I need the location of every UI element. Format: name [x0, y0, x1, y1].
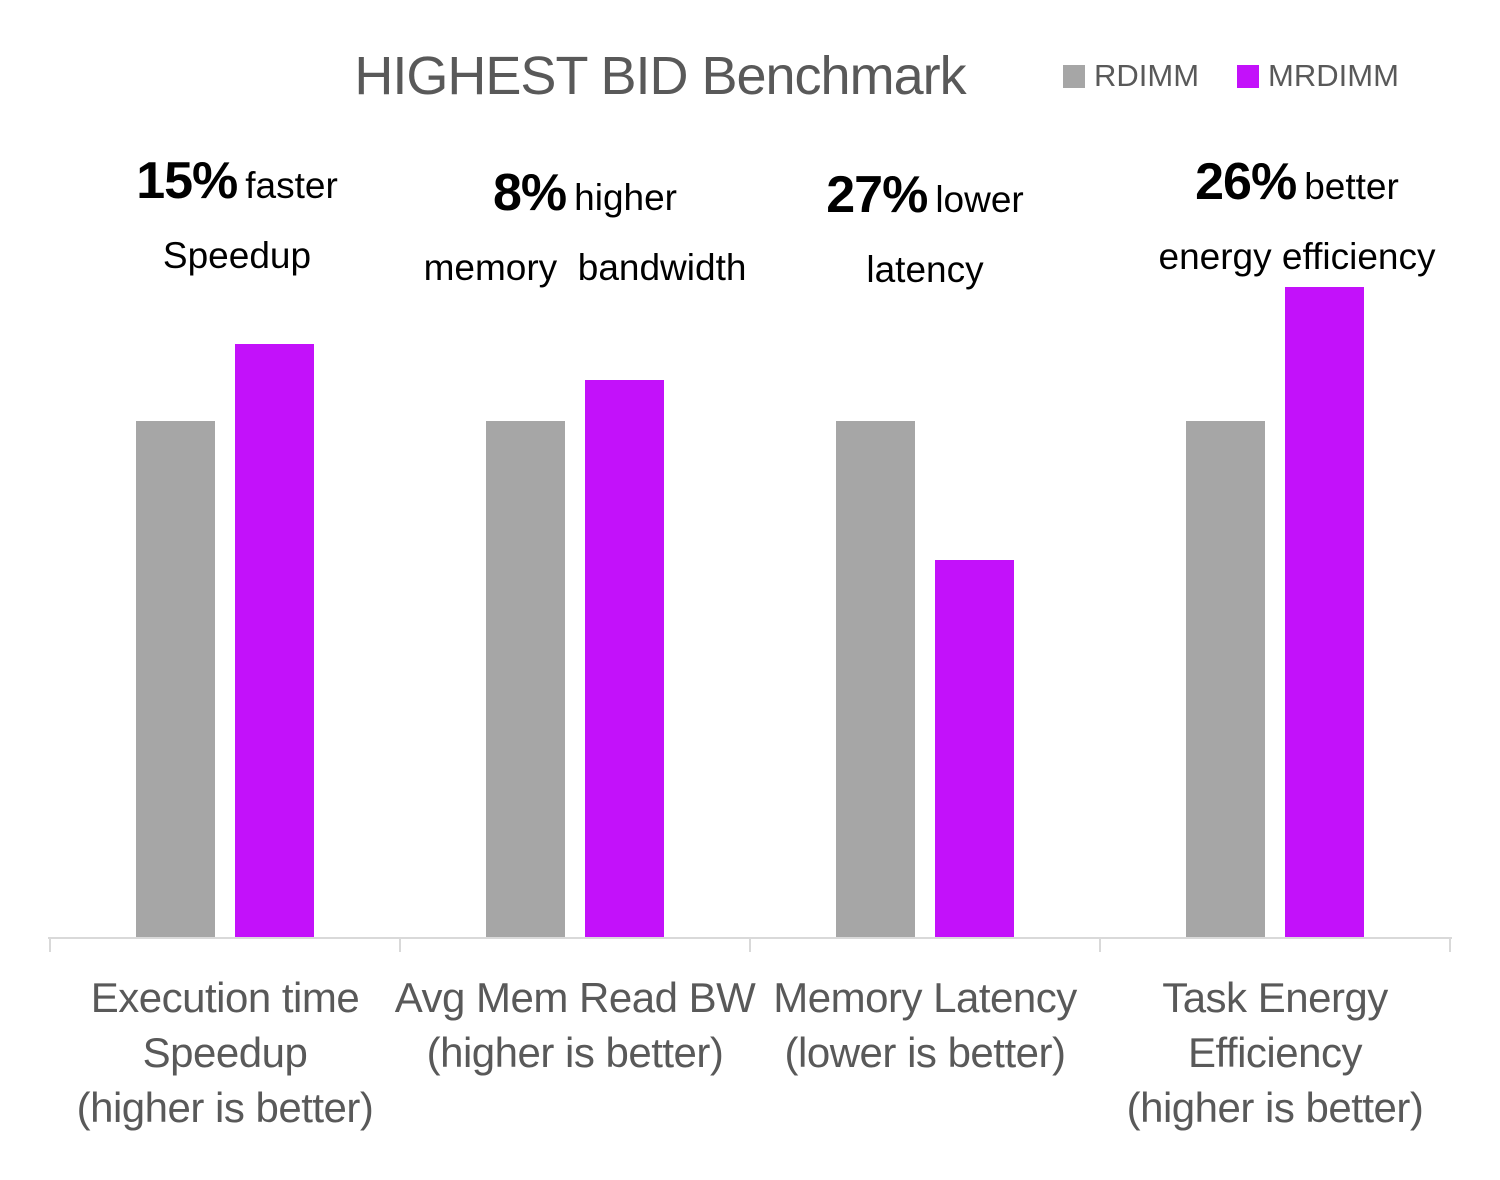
- x-axis-line: [48, 937, 1452, 939]
- bar-rdimm-2: [486, 421, 565, 937]
- annotation-value: 8%: [492, 164, 567, 222]
- x-axis-label-1: Execution time Speedup (higher is better): [0, 970, 475, 1135]
- annotation-detail: Speedup: [162, 235, 312, 276]
- axis-tick: [1449, 937, 1451, 952]
- bar-mrdimm-4: [1285, 287, 1364, 937]
- x-axis-label-2: Avg Mem Read BW (higher is better): [325, 970, 825, 1080]
- legend-item-rdimm: RDIMM: [1063, 58, 1199, 94]
- axis-tick: [399, 937, 401, 952]
- x-axis-label-line: (higher is better): [426, 1029, 724, 1076]
- x-axis-label-line: (higher is better): [76, 1084, 374, 1131]
- x-axis-label-4: Task Energy Efficiency (higher is better): [1025, 970, 1500, 1135]
- annotation-1: 15% faster Speedup: [0, 150, 537, 279]
- annotation-value: 26%: [1195, 153, 1297, 211]
- annotation-2: 8% higher memory bandwidth: [285, 162, 885, 291]
- x-axis-label-line: (lower is better): [784, 1029, 1066, 1076]
- legend-label-rdimm: RDIMM: [1094, 58, 1200, 93]
- x-axis-label-line: Avg Mem Read BW: [394, 974, 756, 1021]
- annotation-qualifier: higher: [574, 177, 677, 218]
- chart-title: HIGHEST BID Benchmark: [354, 46, 966, 106]
- rdimm-swatch-icon: [1063, 64, 1085, 88]
- annotation-detail: energy efficiency: [1158, 236, 1436, 277]
- bar-mrdimm-2: [585, 380, 664, 937]
- legend: RDIMM MRDIMM: [1063, 58, 1399, 94]
- annotation-3: 27% lower latency: [625, 164, 1225, 293]
- bar-mrdimm-3: [935, 560, 1014, 937]
- x-axis-label-line: Execution time: [90, 974, 360, 1021]
- legend-item-mrdimm: MRDIMM: [1237, 58, 1399, 94]
- x-axis-label-line: (higher is better): [1126, 1084, 1424, 1131]
- annotation-4: 26% better energy efficiency: [997, 151, 1500, 280]
- bar-rdimm-1: [136, 421, 215, 937]
- axis-tick: [749, 937, 751, 952]
- annotation-value: 15%: [136, 152, 238, 210]
- x-axis-label-line: Task Energy: [1162, 974, 1388, 1021]
- x-axis-label-3: Memory Latency (lower is better): [675, 970, 1175, 1080]
- bar-rdimm-3: [836, 421, 915, 937]
- annotation-value: 27%: [826, 166, 928, 224]
- bar-rdimm-4: [1186, 421, 1265, 937]
- annotation-qualifier: faster: [245, 165, 338, 206]
- axis-tick: [49, 937, 51, 952]
- x-axis-label-line: Efficiency: [1188, 1029, 1362, 1076]
- axis-tick: [1099, 937, 1101, 952]
- annotation-detail: latency: [866, 249, 984, 290]
- legend-label-mrdimm: MRDIMM: [1268, 58, 1399, 93]
- bar-mrdimm-1: [235, 344, 314, 937]
- x-axis-label-line: Memory Latency: [773, 974, 1077, 1021]
- x-axis-label-line: Speedup: [142, 1029, 308, 1076]
- annotation-detail: memory bandwidth: [423, 247, 747, 288]
- annotation-qualifier: better: [1304, 166, 1399, 207]
- annotation-qualifier: lower: [935, 179, 1024, 220]
- mrdimm-swatch-icon: [1237, 64, 1260, 88]
